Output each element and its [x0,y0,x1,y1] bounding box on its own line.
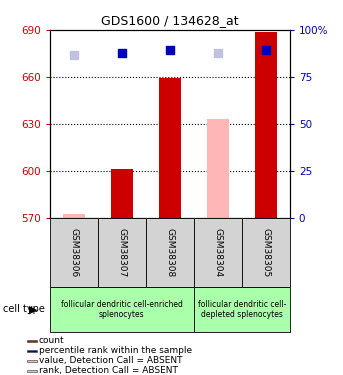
Text: GSM38308: GSM38308 [165,228,174,277]
Text: percentile rank within the sample: percentile rank within the sample [39,346,192,355]
Bar [194,217,242,287]
Text: follicular dendritic cell-
depleted splenocytes: follicular dendritic cell- depleted sple… [198,300,286,319]
Bar [27,350,37,352]
Bar [255,32,276,217]
Text: GSM38304: GSM38304 [213,228,222,277]
Text: count: count [39,336,64,345]
Point [119,51,125,57]
Bar [146,217,194,287]
Text: follicular dendritic cell-enriched
splenocytes: follicular dendritic cell-enriched splen… [61,300,183,319]
Title: GDS1600 / 134628_at: GDS1600 / 134628_at [101,15,239,27]
Bar [207,119,228,218]
Bar [27,340,37,342]
Text: value, Detection Call = ABSENT: value, Detection Call = ABSENT [39,356,182,365]
Point [167,47,173,53]
Point [215,51,221,57]
Text: cell type: cell type [3,304,45,314]
Text: ▶: ▶ [29,304,38,314]
Bar [242,217,290,287]
Bar [111,169,132,217]
Bar [27,360,37,362]
Text: GSM38306: GSM38306 [69,228,78,277]
Bar [27,370,37,372]
Bar [98,217,146,287]
Bar [50,217,98,287]
Bar [63,214,85,217]
Bar [159,78,181,218]
Text: rank, Detection Call = ABSENT: rank, Detection Call = ABSENT [39,366,178,375]
Point [71,52,76,58]
Text: GSM38307: GSM38307 [117,228,126,277]
Text: GSM38305: GSM38305 [261,228,270,277]
Bar [50,287,194,332]
Bar [194,287,290,332]
Point [263,47,269,53]
